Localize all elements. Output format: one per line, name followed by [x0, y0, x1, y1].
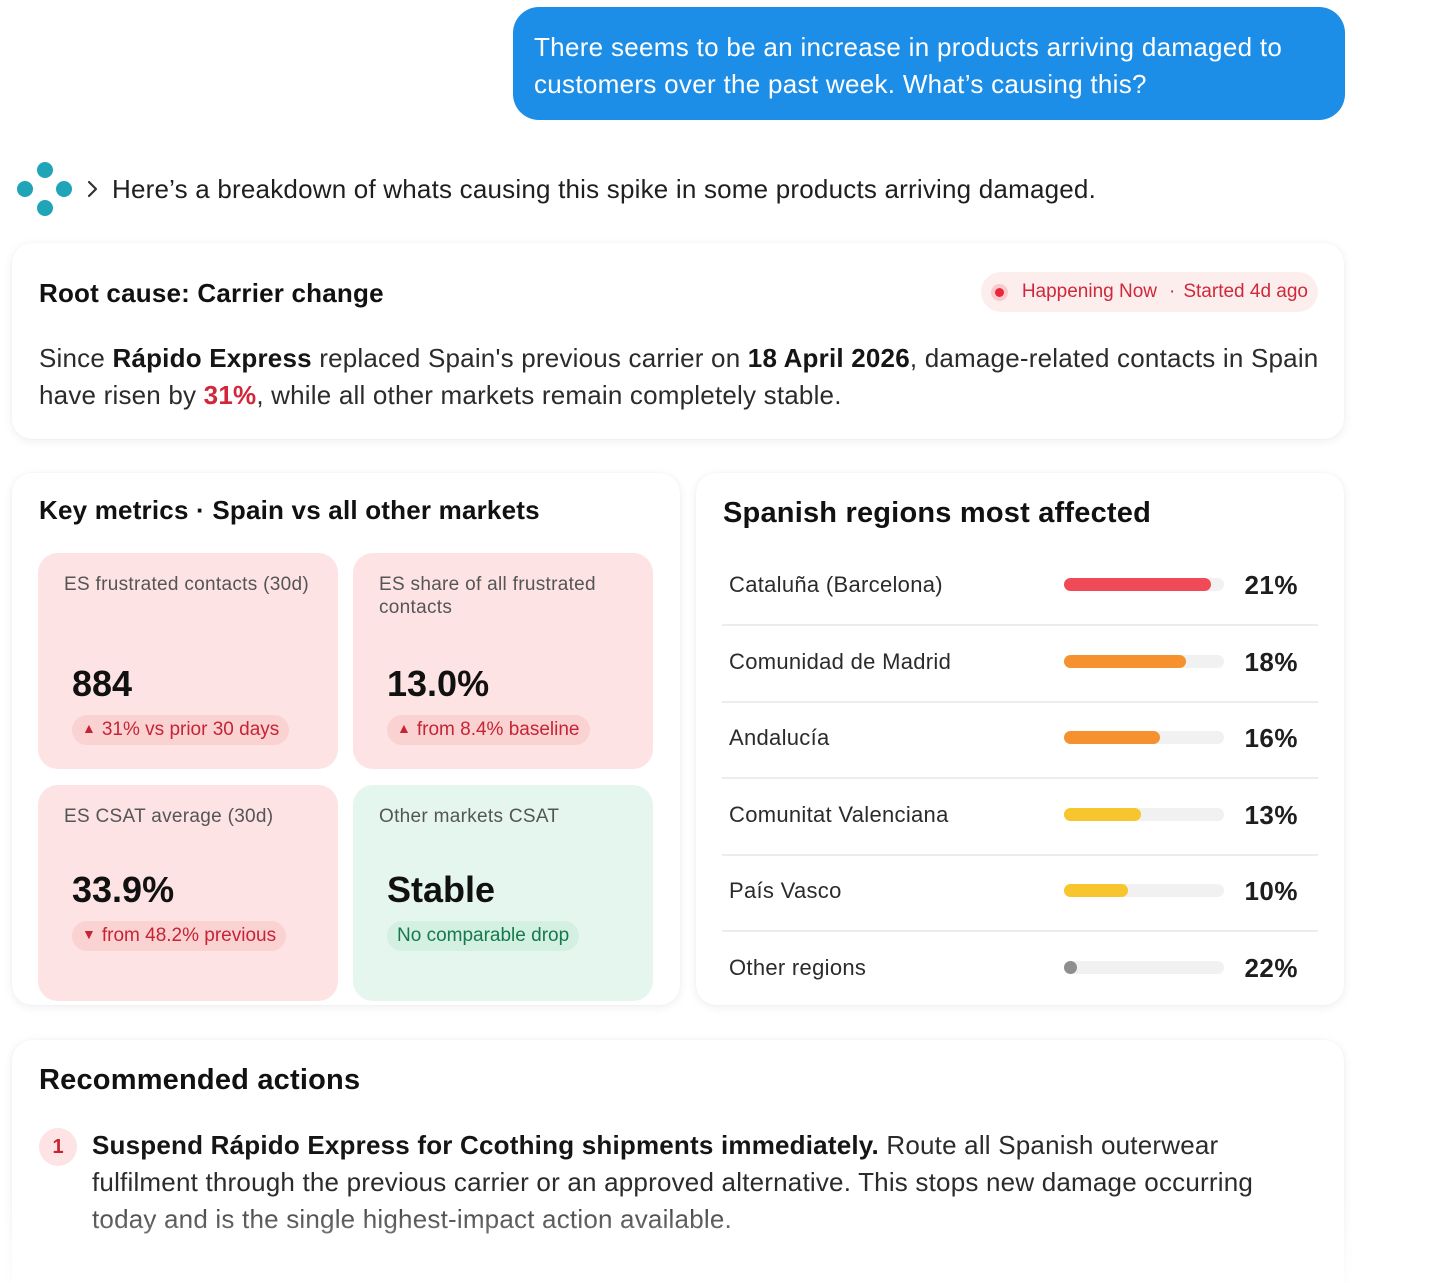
metric-label: ES frustrated contacts (30d)	[64, 574, 309, 595]
region-name: Andalucía	[729, 725, 830, 751]
region-row: País Vasco 10%	[722, 855, 1318, 933]
metric-label: Other markets CSAT	[379, 806, 560, 827]
region-name: Cataluña (Barcelona)	[729, 572, 943, 597]
status-label: Happening Now	[1021, 281, 1158, 302]
region-row: Andalucía 16%	[722, 702, 1318, 780]
region-bar-fill	[1064, 731, 1160, 745]
region-row: Comunidad de Madrid 18%	[722, 626, 1318, 703]
region-percent: 13%	[1244, 799, 1298, 830]
region-bar-track	[1064, 884, 1224, 898]
region-row: Other regions 22%	[722, 932, 1318, 1009]
assistant-intro-text: Here’s a breakdown of whats causing this…	[112, 174, 1097, 204]
change-date: 18 April 2026	[747, 343, 910, 373]
recommended-actions-title: Recommended actions	[39, 1064, 361, 1096]
metric-label: ES share of all frustrated contacts	[379, 574, 596, 618]
region-bar-track	[1064, 961, 1224, 974]
region-bar-fill	[1064, 654, 1186, 668]
region-name: Comunidad de Madrid	[729, 648, 952, 674]
expand-chevron-icon[interactable]	[85, 177, 101, 201]
region-row: Comunitat Valenciana 13%	[722, 779, 1318, 856]
region-percent: 16%	[1244, 723, 1298, 754]
status-badge: Happening Now · Started 4d ago	[980, 272, 1318, 312]
trend-down-icon: ▼	[82, 926, 96, 942]
region-bar-dot	[1064, 961, 1077, 974]
metric-value: 33.9%	[72, 869, 175, 910]
trend-up-icon: ▲	[397, 720, 411, 736]
key-metrics-title: Key metrics · Spain vs all other markets	[39, 495, 540, 525]
regions-card: Spanish regions most affected Cataluña (…	[696, 473, 1344, 1005]
region-name: Comunitat Valenciana	[729, 801, 949, 827]
region-percent: 18%	[1244, 646, 1298, 677]
region-bar-track	[1064, 731, 1224, 745]
metric-value: 13.0%	[387, 663, 490, 704]
action-headline: Suspend Rápido Express for Ccothing ship…	[92, 1130, 879, 1160]
region-name: País Vasco	[729, 878, 842, 904]
recommended-actions-card: Recommended actions 1 Suspend Rápido Exp…	[12, 1040, 1344, 1283]
region-bar-track	[1064, 807, 1224, 821]
region-percent: 22%	[1244, 953, 1298, 983]
user-message-bubble: There seems to be an increase in product…	[513, 7, 1345, 120]
action-number-badge: 1	[39, 1128, 77, 1166]
metric-change-badge: ▼ from 48.2% previous	[72, 921, 287, 951]
assistant-response-header: Here’s a breakdown of whats causing this…	[17, 162, 1317, 218]
metric-value: Stable	[387, 869, 496, 910]
metric-tile-share-frustrated: ES share of all frustrated contacts 13.0…	[353, 553, 653, 769]
metric-tile-other-markets-csat: Other markets CSAT Stable No comparable …	[353, 785, 653, 1001]
metric-change-badge: No comparable drop	[387, 921, 580, 951]
assistant-logo-icon	[17, 162, 75, 218]
region-bar-track	[1064, 654, 1224, 668]
root-cause-description: Since Rápido Express replaced Spain's pr…	[39, 343, 1319, 410]
metric-tile-frustrated-contacts: ES frustrated contacts (30d) 884 ▲ 31% vs…	[38, 553, 338, 769]
metric-change-badge: ▲ from 8.4% baseline	[387, 715, 590, 745]
region-bar-track	[1064, 578, 1224, 591]
action-item: Suspend Rápido Express for Ccothing ship…	[92, 1127, 1312, 1238]
region-bar-fill	[1064, 578, 1211, 591]
regions-title: Spanish regions most affected	[723, 497, 1151, 529]
status-started: Started 4d ago	[1183, 281, 1308, 302]
region-bar-fill	[1064, 884, 1128, 898]
user-message-text: There seems to be an increase in product…	[534, 32, 1283, 99]
region-row: Cataluña (Barcelona) 21%	[722, 549, 1318, 626]
key-metrics-card: Key metrics · Spain vs all other markets…	[12, 473, 680, 1005]
metric-tile-es-csat: ES CSAT average (30d) 33.9% ▼ from 48.2% …	[38, 785, 338, 1001]
status-separator: ·	[1169, 281, 1176, 302]
carrier-name: Rápido Express	[112, 343, 312, 373]
metric-value: 884	[72, 663, 133, 704]
increase-value: 31%	[203, 380, 257, 410]
root-cause-title: Root cause: Carrier change	[39, 278, 384, 308]
live-dot-icon	[994, 287, 1004, 297]
trend-up-icon: ▲	[82, 720, 96, 736]
metric-label: ES CSAT average (30d)	[64, 806, 274, 827]
region-percent: 10%	[1244, 876, 1298, 907]
root-cause-card: Root cause: Carrier change Happening Now…	[12, 243, 1344, 439]
region-percent: 21%	[1244, 570, 1298, 600]
region-bar-fill	[1064, 807, 1141, 821]
region-name: Other regions	[729, 955, 867, 980]
metric-change-badge: ▲ 31% vs prior 30 days	[72, 715, 290, 745]
